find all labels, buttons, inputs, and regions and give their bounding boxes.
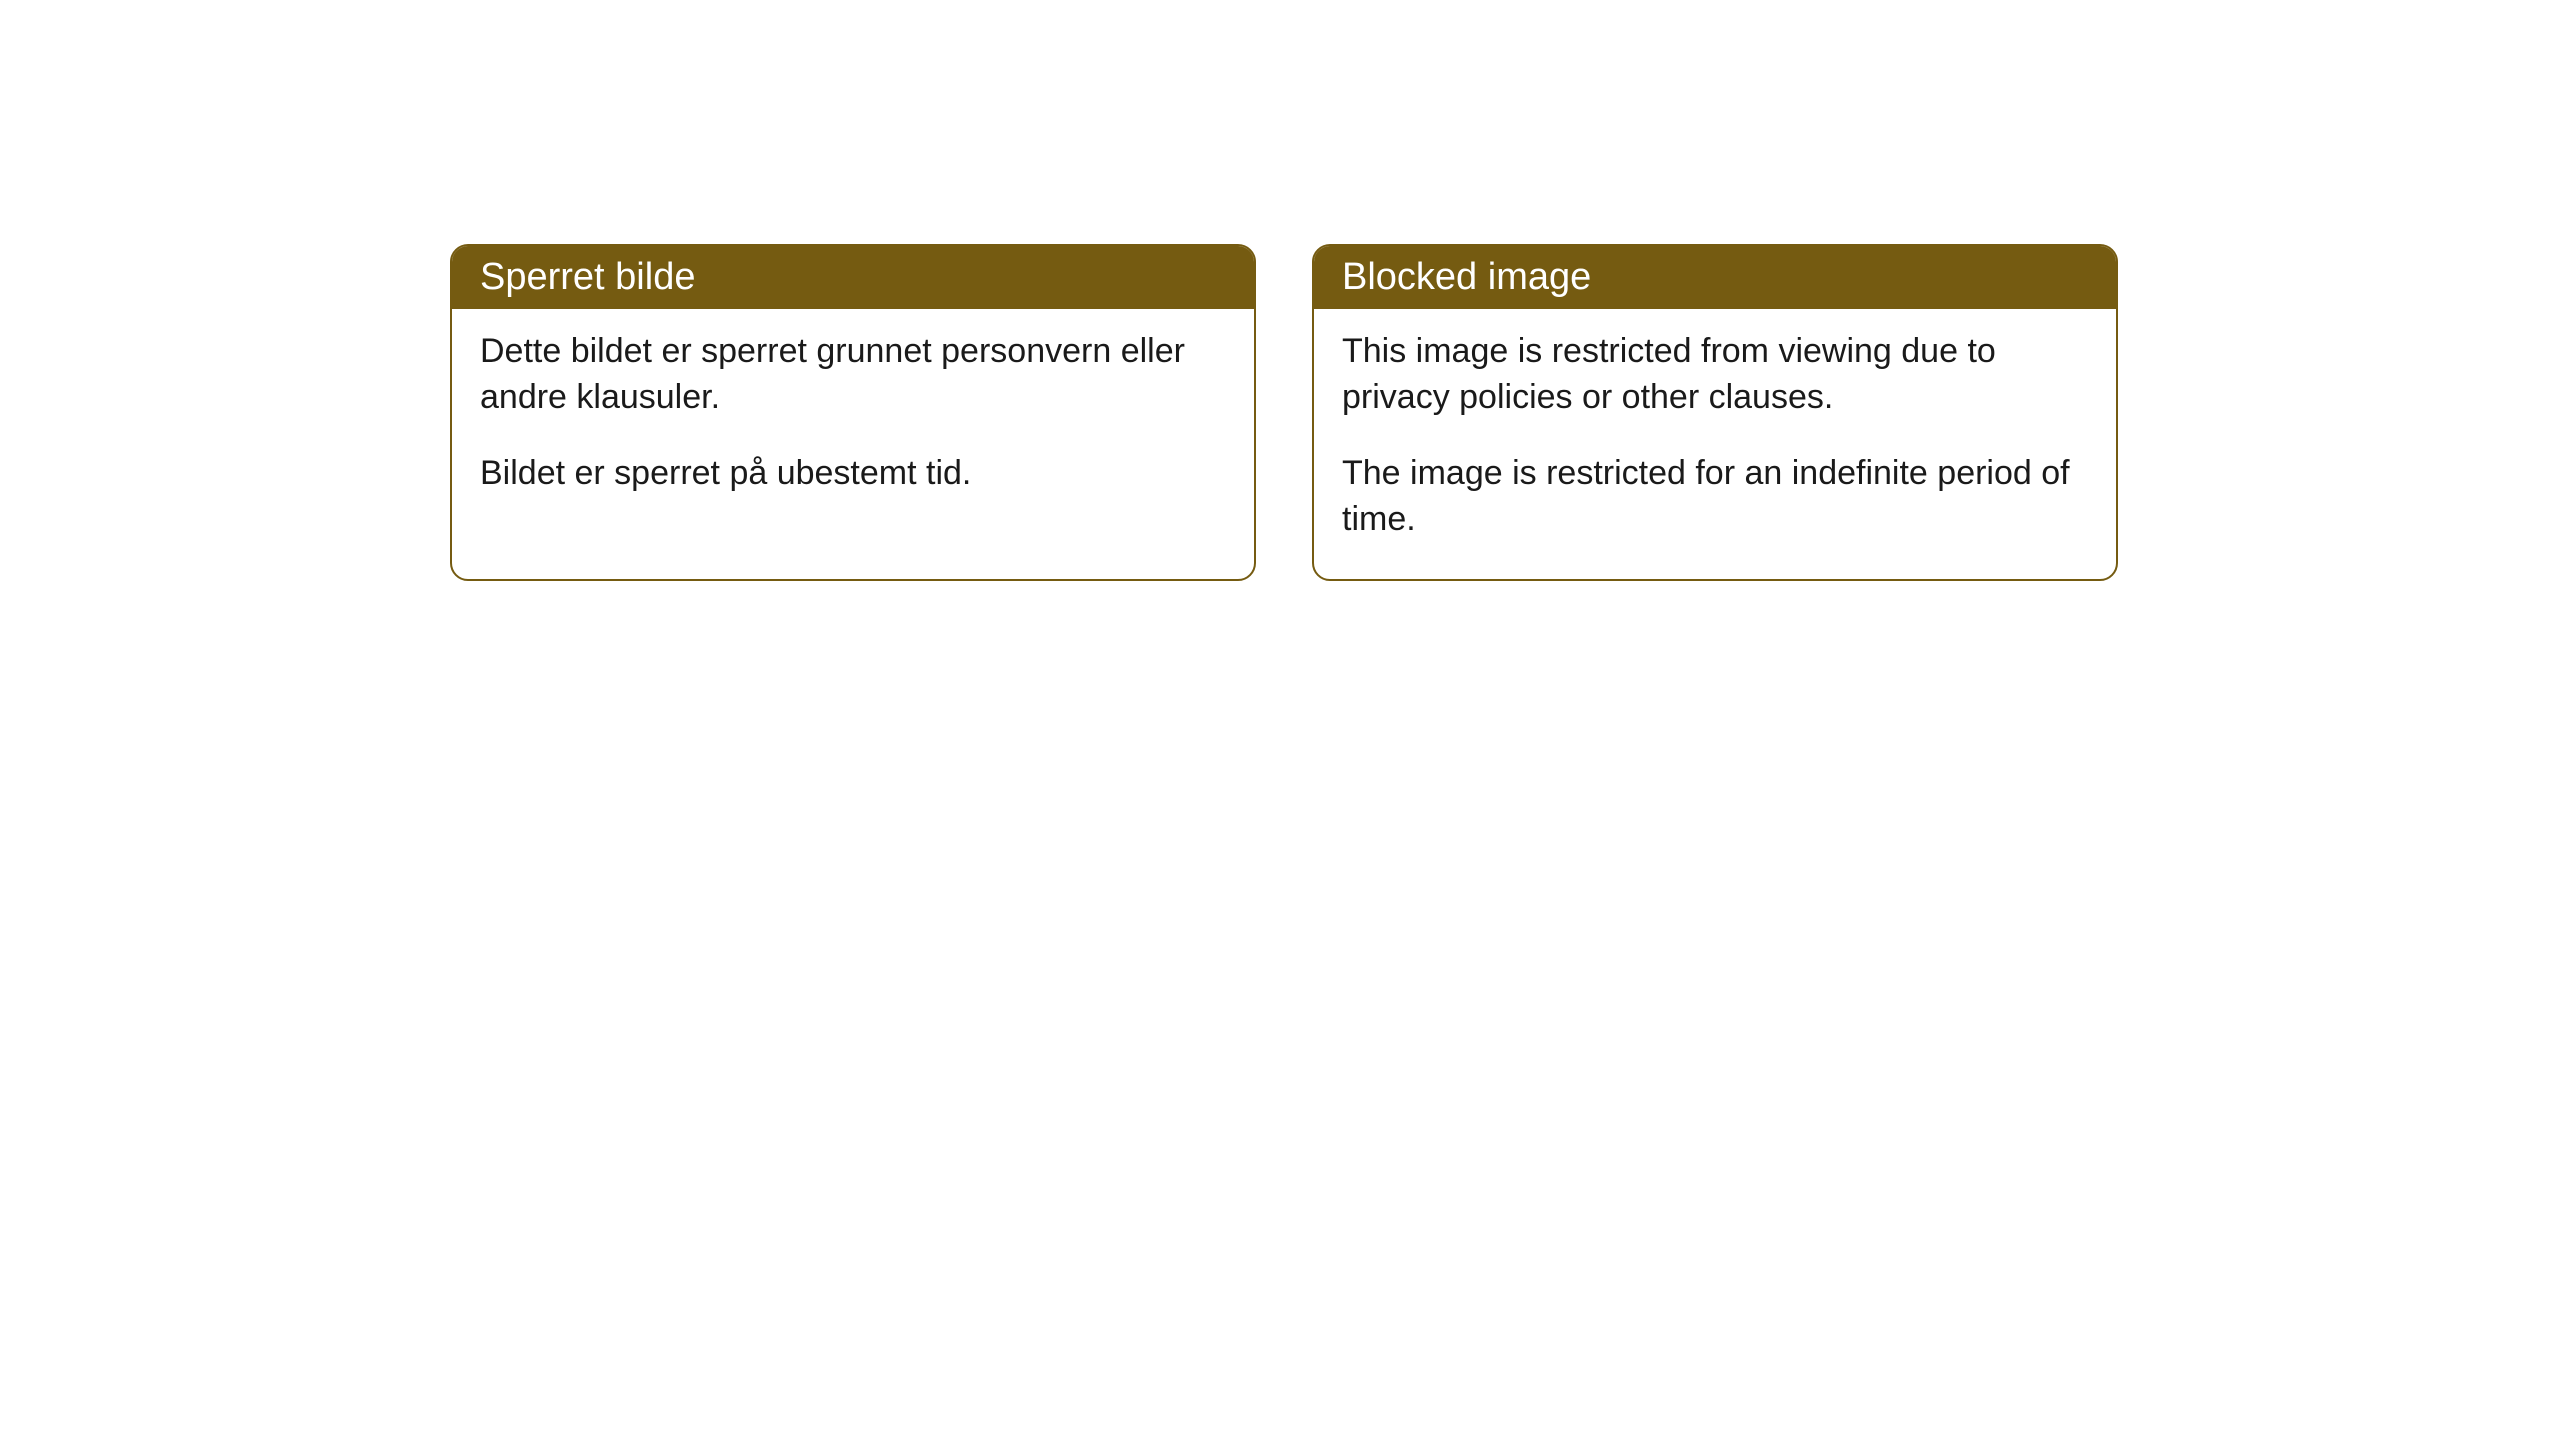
- notice-paragraph-1: Dette bildet er sperret grunnet personve…: [480, 329, 1226, 421]
- notice-paragraph-2: The image is restricted for an indefinit…: [1342, 451, 2088, 543]
- notice-header: Sperret bilde: [452, 246, 1254, 309]
- notice-header: Blocked image: [1314, 246, 2116, 309]
- notice-card-norwegian: Sperret bilde Dette bildet er sperret gr…: [450, 244, 1256, 581]
- notice-card-english: Blocked image This image is restricted f…: [1312, 244, 2118, 581]
- notice-body: This image is restricted from viewing du…: [1314, 309, 2116, 579]
- notice-body: Dette bildet er sperret grunnet personve…: [452, 309, 1254, 533]
- notice-paragraph-2: Bildet er sperret på ubestemt tid.: [480, 451, 1226, 497]
- notice-container: Sperret bilde Dette bildet er sperret gr…: [0, 0, 2560, 581]
- notice-paragraph-1: This image is restricted from viewing du…: [1342, 329, 2088, 421]
